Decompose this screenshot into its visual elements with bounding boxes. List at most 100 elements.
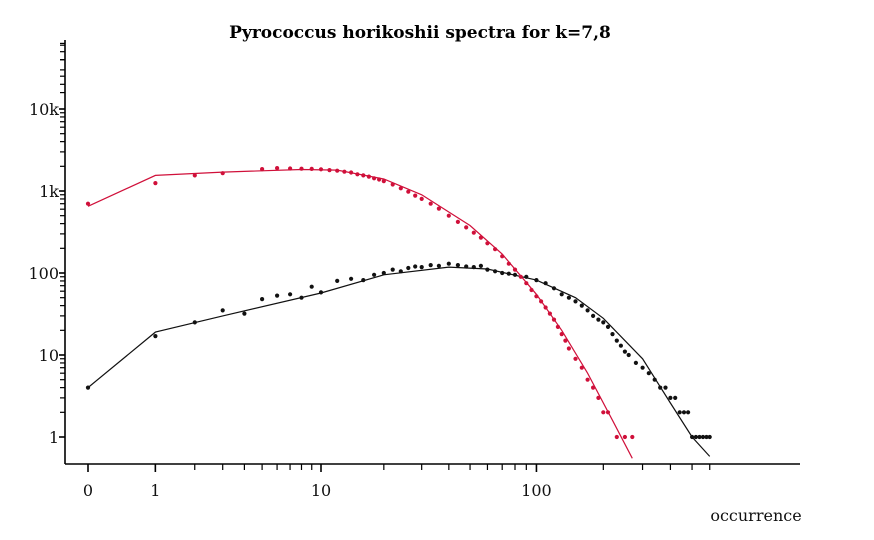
data-point-2 — [543, 281, 548, 286]
data-point-2 — [626, 352, 631, 358]
data-point-2 — [596, 317, 601, 322]
data-point-2 — [398, 269, 403, 274]
data-point-2 — [633, 360, 639, 365]
y-tick-label: 100 — [28, 264, 59, 283]
data-point-1 — [398, 186, 403, 191]
data-point-2 — [605, 324, 611, 329]
x-tick-label: 10 — [311, 481, 331, 500]
data-point-1 — [413, 193, 418, 198]
y-tick-label: 10 — [39, 346, 59, 365]
data-point-1 — [529, 287, 534, 293]
data-point-2 — [700, 434, 706, 440]
data-point-2 — [464, 264, 469, 269]
data-point-2 — [591, 313, 596, 318]
data-point-2 — [534, 278, 539, 283]
data-point-2 — [566, 295, 572, 300]
data-point-2 — [614, 338, 619, 343]
data-point-2 — [349, 276, 354, 281]
data-point-2 — [559, 292, 564, 297]
data-point-2 — [413, 264, 418, 269]
data-point-2 — [478, 263, 483, 268]
data-point-1 — [601, 410, 606, 415]
data-point-1 — [566, 346, 572, 351]
data-point-1 — [349, 170, 354, 175]
data-point-1 — [563, 338, 568, 343]
data-point-1 — [614, 434, 619, 440]
axes: 1 10 100 1k 10k 0 1 10 100 — [28, 40, 800, 500]
data-point-2 — [406, 265, 411, 271]
data-point-2 — [335, 278, 340, 283]
data-point-1 — [555, 324, 561, 329]
data-point-2 — [446, 261, 451, 266]
data-point-2 — [85, 385, 91, 390]
data-point-2 — [618, 343, 624, 348]
data-point-1 — [372, 176, 377, 181]
data-point-2 — [192, 320, 197, 325]
data-point-2 — [153, 334, 158, 339]
data-point-1 — [591, 385, 596, 390]
data-point-2 — [455, 263, 460, 268]
data-point-1 — [361, 173, 366, 178]
data-point-1 — [543, 305, 548, 310]
data-point-2 — [318, 290, 324, 295]
data-point-2 — [288, 292, 293, 297]
fit-lines — [87, 168, 711, 459]
data-point-1 — [428, 201, 433, 206]
data-point-1 — [579, 365, 584, 370]
data-point-1 — [596, 395, 601, 400]
data-point-2 — [275, 293, 280, 298]
y-tick-label: 1k — [39, 182, 59, 201]
data-point-1 — [464, 225, 469, 230]
data-point-2 — [668, 395, 673, 400]
data-point-1 — [455, 219, 460, 224]
data-point-2 — [506, 271, 511, 276]
data-point-1 — [436, 206, 441, 211]
data-point-2 — [390, 267, 395, 272]
fit-line-1 — [87, 168, 633, 459]
data-point-1 — [275, 166, 280, 171]
data-point-1 — [471, 230, 476, 235]
data-point-1 — [406, 189, 411, 194]
data-point-2 — [697, 434, 702, 440]
y-tick-label: 1 — [49, 428, 59, 447]
data-point-1 — [485, 241, 490, 246]
data-point-1 — [493, 247, 498, 252]
data-point-1 — [551, 317, 557, 322]
data-points — [85, 166, 712, 440]
data-point-1 — [585, 377, 590, 382]
data-point-2 — [707, 434, 712, 440]
data-point-1 — [500, 254, 505, 259]
data-point-1 — [478, 235, 483, 240]
data-point-2 — [601, 320, 606, 325]
data-point-1 — [299, 166, 304, 171]
data-point-1 — [524, 281, 529, 286]
data-point-1 — [390, 182, 395, 187]
data-point-1 — [220, 171, 225, 176]
data-point-2 — [309, 284, 314, 289]
x-tick-label: 100 — [521, 481, 552, 500]
data-point-2 — [428, 263, 433, 268]
data-point-2 — [610, 332, 615, 337]
data-point-2 — [585, 308, 590, 313]
data-point-2 — [381, 270, 386, 276]
data-point-1 — [539, 299, 544, 304]
data-point-1 — [318, 167, 324, 172]
data-point-2 — [260, 297, 265, 302]
data-point-1 — [381, 179, 386, 184]
data-point-1 — [366, 174, 371, 179]
data-point-2 — [419, 265, 424, 270]
data-point-2 — [485, 267, 490, 272]
data-point-2 — [652, 377, 657, 382]
data-point-2 — [242, 311, 247, 316]
data-point-2 — [640, 365, 645, 370]
data-point-1 — [573, 356, 578, 361]
data-point-2 — [573, 299, 578, 304]
data-point-2 — [493, 269, 498, 274]
data-point-1 — [547, 311, 553, 316]
data-point-1 — [512, 267, 518, 272]
data-point-1 — [419, 196, 424, 201]
data-point-2 — [690, 434, 695, 440]
data-point-1 — [446, 213, 451, 218]
data-point-2 — [361, 278, 366, 283]
